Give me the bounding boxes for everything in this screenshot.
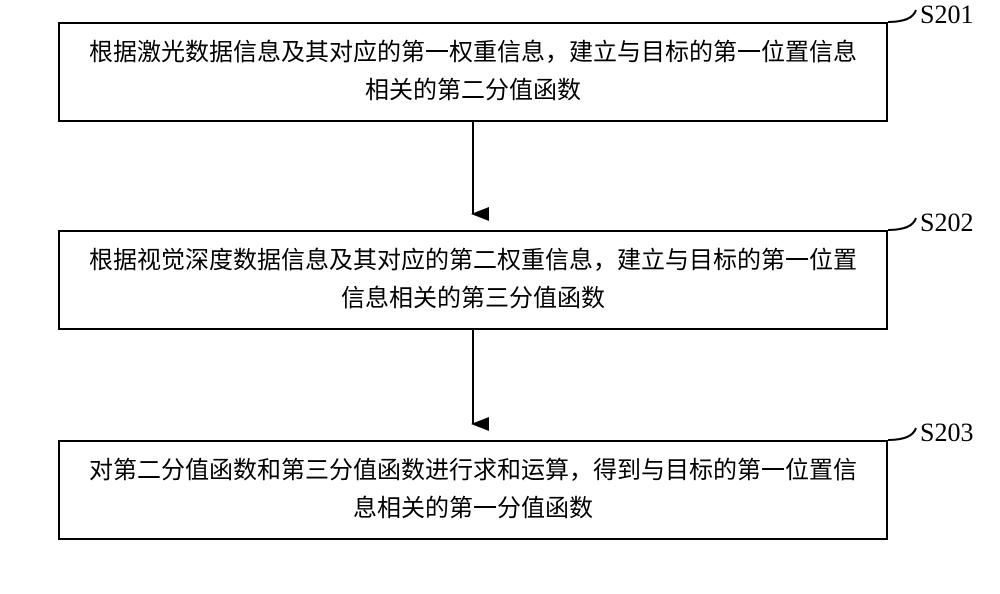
step-label-s202: S202 <box>920 208 973 238</box>
step-text: 对第二分值函数和第三分值函数进行求和运算，得到与目标的第一位置信息相关的第一分值… <box>80 452 866 529</box>
label-text: S201 <box>920 0 973 29</box>
label-text: S203 <box>920 418 973 447</box>
label-text: S202 <box>920 208 973 237</box>
step-label-s201: S201 <box>920 0 973 30</box>
flowchart-canvas: 根据激光数据信息及其对应的第一权重信息，建立与目标的第一位置信息相关的第二分值函… <box>0 0 1000 594</box>
step-box-s202: 根据视觉深度数据信息及其对应的第二权重信息，建立与目标的第一位置信息相关的第三分… <box>58 230 888 330</box>
step-text: 根据激光数据信息及其对应的第一权重信息，建立与目标的第一位置信息相关的第二分值函… <box>80 34 866 111</box>
step-label-s203: S203 <box>920 418 973 448</box>
label-connector-s201 <box>888 10 916 22</box>
step-box-s201: 根据激光数据信息及其对应的第一权重信息，建立与目标的第一位置信息相关的第二分值函… <box>58 22 888 122</box>
step-box-s203: 对第二分值函数和第三分值函数进行求和运算，得到与目标的第一位置信息相关的第一分值… <box>58 440 888 540</box>
label-connector-s203 <box>888 428 916 440</box>
label-connector-s202 <box>888 218 916 230</box>
step-text: 根据视觉深度数据信息及其对应的第二权重信息，建立与目标的第一位置信息相关的第三分… <box>80 242 866 319</box>
